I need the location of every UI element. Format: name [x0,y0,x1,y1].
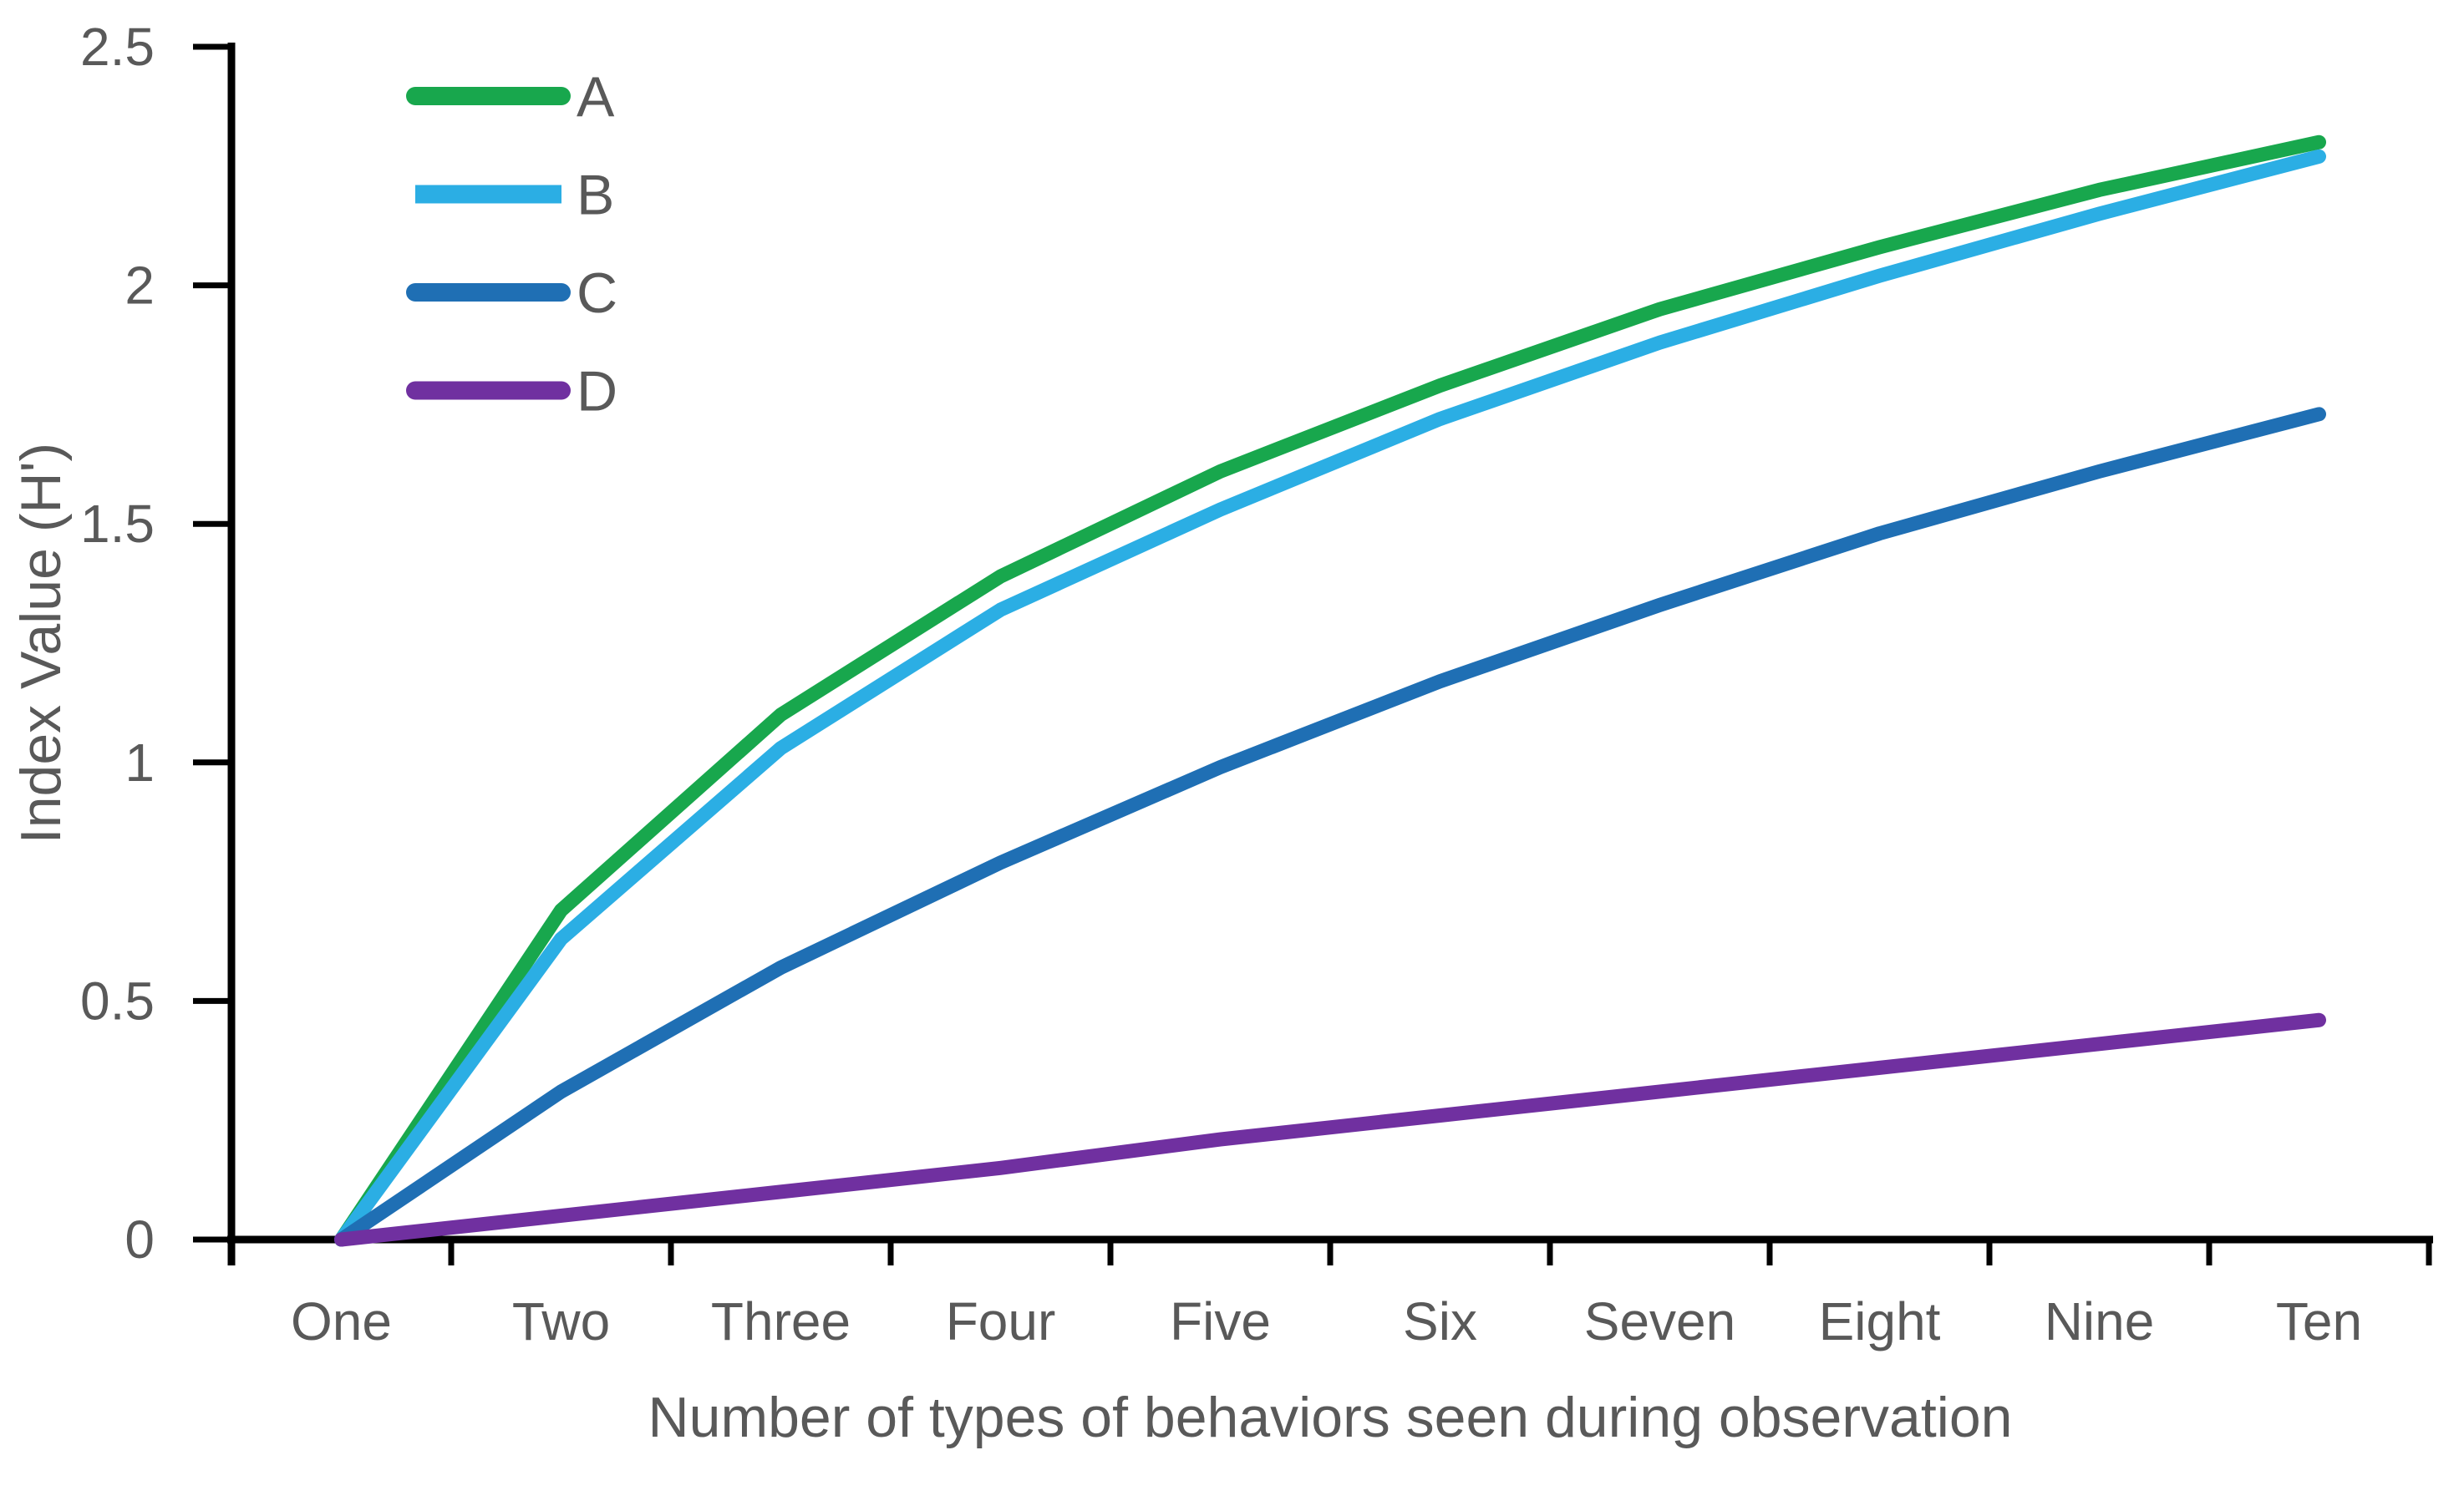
x-category-label: One [291,1291,392,1351]
x-category-label: Nine [2045,1291,2155,1351]
y-tick-label: 1.5 [80,494,155,554]
x-category-label: Eight [1819,1291,1941,1351]
x-category-label: Six [1403,1291,1477,1351]
legend-label-C: C [577,261,617,325]
x-category-labels: One Two Three Four Five Six Seven Eight Nine Ten [291,1291,2362,1351]
x-category-label: Four [946,1291,1056,1351]
series-line-C [334,407,2326,1247]
series-line-B [334,149,2326,1247]
x-axis-title: Number of types of behaviors seen during… [648,1386,2013,1449]
y-tick-label: 1 [124,733,155,793]
x-tick-marks [448,1236,2432,1265]
x-category-label: Ten [2276,1291,2362,1351]
y-tick-labels: 0 0.5 1 1.5 2 2.5 [80,17,155,1270]
y-tick-label: 2 [124,256,155,316]
x-category-label: Seven [1584,1291,1735,1351]
y-tick-label: 2.5 [80,17,155,77]
x-category-label: Three [711,1291,851,1351]
series-lines [334,134,2326,1247]
y-tick-label: 0 [124,1209,155,1270]
legend-label-A: A [577,65,615,129]
y-tick-label: 0.5 [80,971,155,1031]
y-tick-marks [193,43,235,1243]
x-category-label: Two [512,1291,610,1351]
legend-label-B: B [577,164,614,227]
legend-label-D: D [577,360,617,423]
x-category-label: Five [1170,1291,1271,1351]
series-line-D [334,1012,2326,1247]
series-line-A [334,134,2326,1247]
axes [227,43,2433,1265]
y-axis-title: Index Value (H') [9,443,73,844]
